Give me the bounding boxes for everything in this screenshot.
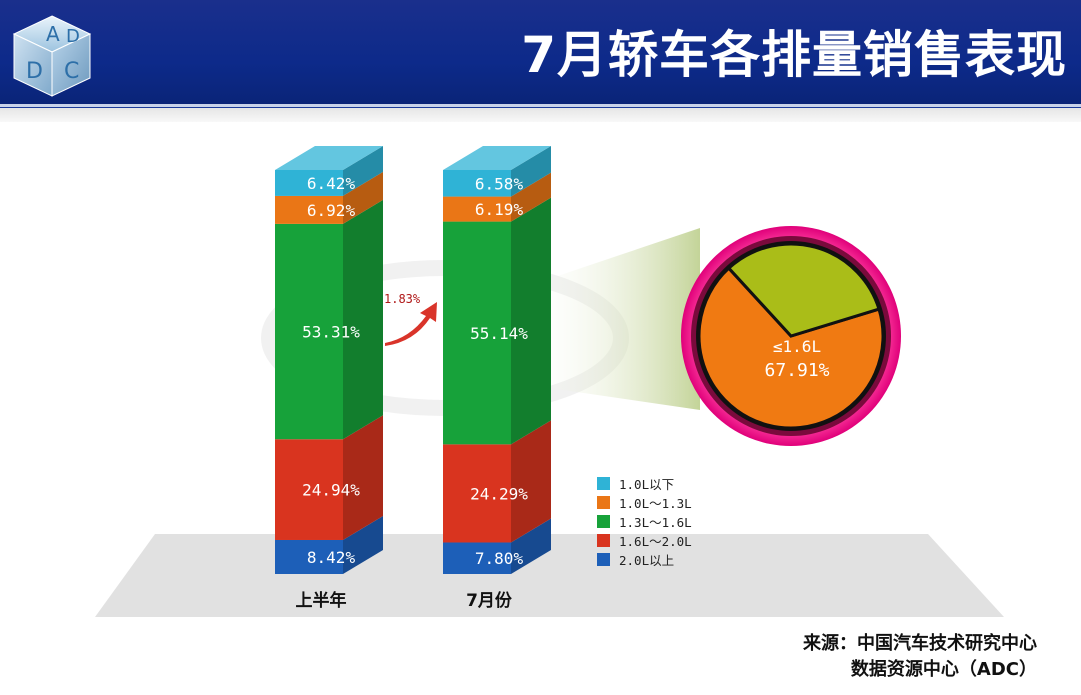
- logo-letter-c: C: [64, 59, 79, 84]
- logo-letter-a: A: [46, 22, 60, 46]
- bar-segment-front: [275, 439, 343, 540]
- legend-label: 1.0L以下: [619, 476, 675, 492]
- bar-value-label: 6.42%: [307, 174, 356, 193]
- source-line-1: 来源：中国汽车技术研究中心: [803, 633, 1037, 654]
- pie-connector: [522, 228, 700, 410]
- bar-segment-side: [343, 415, 383, 540]
- growth-label: 1.83%: [384, 292, 421, 306]
- bar-value-label: 55.14%: [470, 324, 528, 343]
- header-divider: [0, 104, 1081, 107]
- logo-letter-d: D: [26, 59, 43, 84]
- pie-slice: [726, 242, 881, 338]
- bar-value-label: 8.42%: [307, 548, 356, 567]
- header-stripe: [0, 108, 1081, 122]
- legend-swatch: [597, 552, 610, 566]
- pie-slice-label: ≤1.6L: [773, 337, 821, 356]
- bar-value-label: 6.58%: [475, 174, 524, 193]
- legend-swatch: [597, 514, 610, 528]
- bar-segment-side: [343, 146, 383, 196]
- bar-segment-front: [443, 170, 511, 197]
- bar-segment-side: [511, 420, 551, 543]
- adc-logo: A D D C: [12, 15, 92, 97]
- pie-slice: [697, 266, 885, 430]
- bar-segment-front: [275, 170, 343, 196]
- legend-item: 1.0L以下: [597, 474, 692, 492]
- legend-label: 2.0L以上: [619, 552, 675, 568]
- bar-1: 7.80% 24.29% 55.14% 6.19% 6.58%: [443, 146, 551, 574]
- legend-item: 1.6L～2.0L: [597, 531, 692, 549]
- bar-segment-front: [275, 195, 343, 224]
- logo-letter-d-top: D: [66, 26, 80, 47]
- bar-value-label: 6.19%: [475, 200, 524, 219]
- bar-segment-front: [443, 221, 511, 445]
- bar-segment-side: [343, 199, 383, 440]
- legend-item: 2.0L以上: [597, 550, 692, 568]
- page-title: 7月轿车各排量销售表现: [521, 26, 1067, 84]
- legend-item: 1.0L～1.3L: [597, 493, 692, 511]
- bar-segment-side: [511, 197, 551, 445]
- legend-swatch: [597, 476, 610, 490]
- chart-legend: 1.0L以下 1.0L～1.3L 1.3L～1.6L 1.6L～2.0L 2.0L以上: [597, 474, 692, 569]
- bar-value-label: 7.80%: [475, 549, 524, 568]
- bar-segment-side: [343, 515, 383, 574]
- bar-segment-front: [443, 444, 511, 543]
- bar-top-face: [275, 146, 383, 170]
- source-line-2: 数据资源中心（ADC）: [850, 659, 1037, 680]
- bar-value-label: 53.31%: [302, 323, 360, 342]
- legend-label: 1.3L～1.6L: [619, 514, 692, 530]
- bar-segment-side: [511, 146, 551, 197]
- growth-arrow-icon: [385, 302, 437, 346]
- legend-swatch: [597, 533, 610, 547]
- bar-top-face: [443, 146, 551, 170]
- category-label: 上半年: [296, 590, 347, 611]
- bar-segment-side: [343, 171, 383, 224]
- category-label: 7月份: [466, 590, 513, 611]
- source-note: 来源：中国汽车技术研究中心 数据资源中心（ADC）: [803, 631, 1037, 683]
- legend-swatch: [597, 495, 610, 509]
- bar-segment-front: [275, 539, 343, 574]
- bar-segment-side: [511, 172, 551, 222]
- bar-value-label: 24.94%: [302, 481, 360, 500]
- legend-item: 1.3L～1.6L: [597, 512, 692, 530]
- pie-slice-value: 67.91%: [764, 360, 829, 381]
- legend-label: 1.0L～1.3L: [619, 495, 692, 511]
- bar-value-label: 6.92%: [307, 201, 356, 220]
- bar-value-label: 24.29%: [470, 484, 528, 503]
- legend-label: 1.6L～2.0L: [619, 533, 692, 549]
- bar-segment-front: [443, 196, 511, 222]
- bar-segment-front: [275, 223, 343, 440]
- bar-segment-side: [511, 518, 551, 574]
- bar-segment-front: [443, 542, 511, 574]
- bar-0: 8.42% 24.94% 53.31% 6.92% 6.42%: [275, 146, 383, 574]
